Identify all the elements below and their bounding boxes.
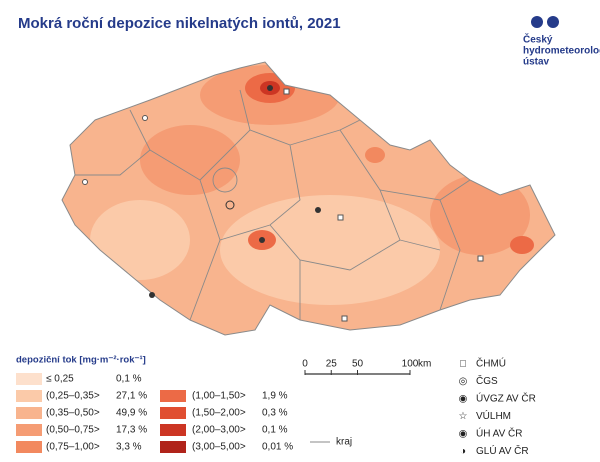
map-title: Mokrá roční depozice nikelnatých iontů, … [18,15,341,32]
legend-label: ≤ 0,25 [46,374,74,385]
legend-swatch [160,441,186,453]
legend-title: depoziční tok [mg·m⁻²·rok⁻¹] [16,355,146,366]
region-borders [75,89,471,321]
legend-swatch [160,424,186,436]
station-label: ÚVGZ AV ČR [476,392,536,405]
scale-unit: km [418,359,431,370]
station-label: GLÚ AV ČR [476,444,529,457]
scale-tick-label: 0 [302,359,308,370]
deposition-map [62,62,555,335]
legend-share: 1,9 % [262,391,288,402]
legend-share: 0,01 % [262,442,293,453]
logo-text: Český [523,33,553,46]
legend-swatch [16,407,42,419]
legend-label: (1,00–1,50> [192,391,246,402]
boundary-label: kraj [336,437,352,448]
legend-label: (2,00–3,00> [192,425,246,436]
station-label: VÚLHM [476,409,511,422]
logo-dot [547,16,559,28]
scale-tick-label: 25 [326,359,338,370]
station-symbol: □ [460,359,466,370]
station-label: ÚH AV ČR [476,427,523,440]
legend-share: 0,1 % [116,374,142,385]
legend-swatch [16,390,42,402]
scale-tick-label: 50 [352,359,364,370]
legend-swatch [160,407,186,419]
legend-swatch [16,373,42,385]
legend-swatch [16,424,42,436]
legend-label: (0,35–0,50> [46,408,100,419]
station-label: ČGS [476,374,498,387]
legend-share: 3,3 % [116,442,142,453]
station-symbol: ☆ [459,411,468,422]
station-symbol: ◉ [459,429,468,440]
station-symbol: ◎ [459,376,468,387]
station-markers [82,85,484,322]
legend-swatch [16,441,42,453]
station-label: ČHMÚ [476,357,506,370]
logo-text: hydrometeorologický [523,46,600,57]
legend-share: 49,9 % [116,408,147,419]
legend-swatch [160,390,186,402]
logo-text: ústav [523,57,550,68]
legend-label: (1,50–2,00> [192,408,246,419]
legend-share: 17,3 % [116,425,147,436]
station-symbol: ◉ [459,394,468,405]
legend-label: (0,50–0,75> [46,425,100,436]
legend-share: 27,1 % [116,391,147,402]
scale-tick-label: 100 [402,359,419,370]
legend-label: (3,00–5,00> [192,442,246,453]
legend-label: (0,75–1,00> [46,442,100,453]
logo-dot [531,16,543,28]
legend-share: 0,3 % [262,408,288,419]
station-symbol: ◑ [460,446,466,457]
legend-share: 0,1 % [262,425,288,436]
legend-label: (0,25–0,35> [46,391,100,402]
